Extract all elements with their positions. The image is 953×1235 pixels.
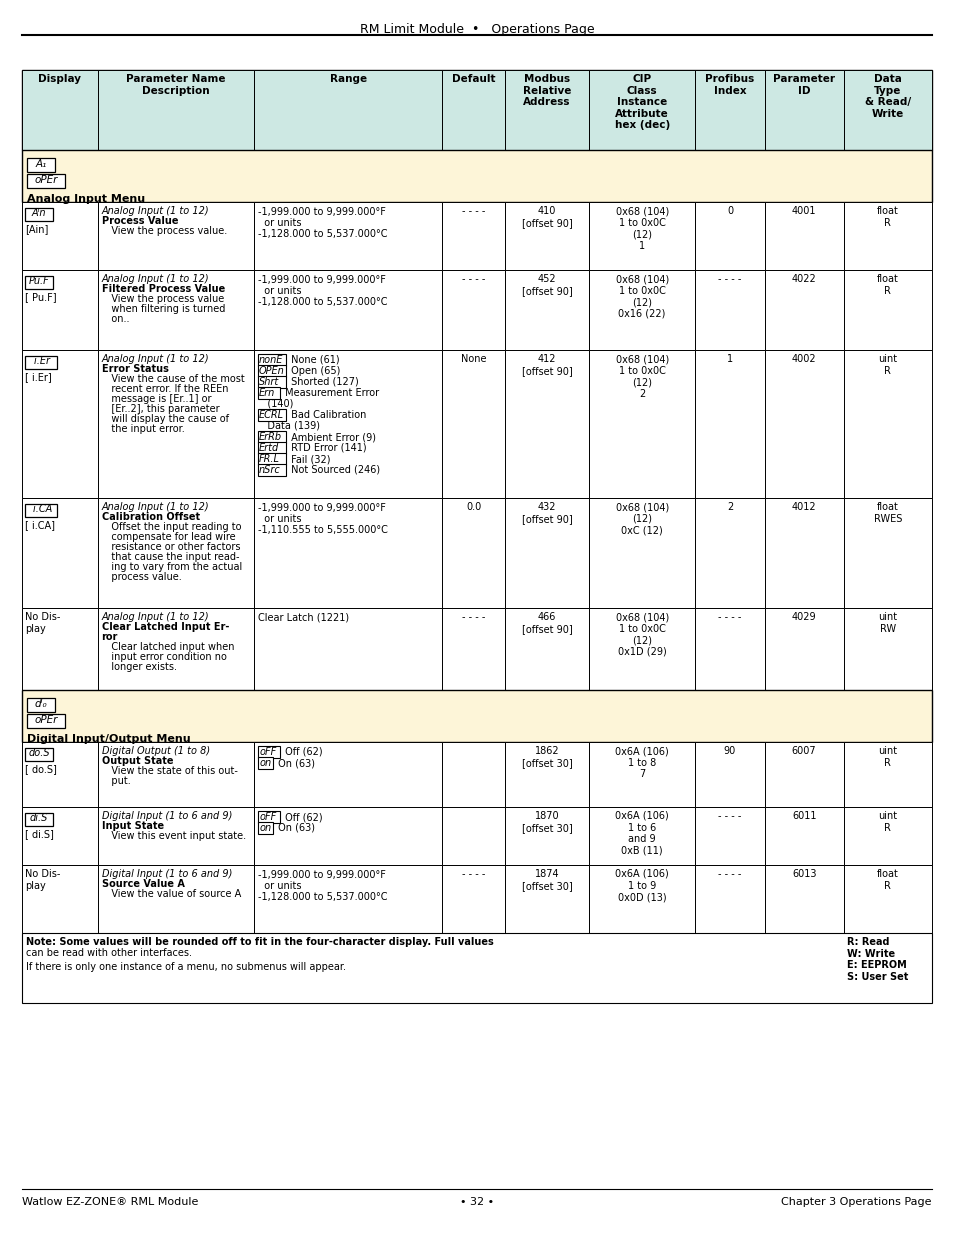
Bar — [695, 270, 763, 350]
Bar — [97, 864, 253, 932]
Text: oPEr: oPEr — [34, 715, 57, 725]
Text: process value.: process value. — [101, 572, 181, 582]
Text: 0x68 (104)
1 to 0x0C
(12)
0x16 (22): 0x68 (104) 1 to 0x0C (12) 0x16 (22) — [615, 274, 668, 319]
Text: 410
[offset 90]: 410 [offset 90] — [521, 206, 572, 227]
Bar — [842, 203, 931, 270]
Text: 0x68 (104)
1 to 0x0C
(12)
1: 0x68 (104) 1 to 0x0C (12) 1 — [615, 206, 668, 251]
Text: can be read with other interfaces.: can be read with other interfaces. — [26, 948, 192, 958]
Text: 0: 0 — [726, 206, 732, 216]
Bar — [588, 203, 695, 270]
Bar — [257, 409, 286, 421]
Bar — [695, 203, 763, 270]
Text: 4002: 4002 — [791, 354, 816, 364]
Text: i.CA: i.CA — [30, 504, 51, 514]
Text: recent error. If the REEn: recent error. If the REEn — [101, 384, 228, 394]
Bar — [97, 608, 253, 690]
Text: - - - -: - - - - — [461, 869, 485, 879]
Bar — [763, 498, 842, 608]
Bar — [442, 350, 505, 498]
Bar — [763, 350, 842, 498]
Text: ErRb: ErRb — [259, 432, 282, 442]
Text: Digital Input (1 to 6 and 9): Digital Input (1 to 6 and 9) — [101, 869, 232, 879]
Text: R: Read
W: Write
E: EEPROM
S: User Set: R: Read W: Write E: EEPROM S: User Set — [846, 937, 907, 982]
Text: Ambient Error (9): Ambient Error (9) — [288, 432, 375, 442]
Text: message is [Er..1] or: message is [Er..1] or — [101, 394, 211, 404]
Text: Analog Input (1 to 12): Analog Input (1 to 12) — [101, 501, 209, 513]
Text: Fail (32): Fail (32) — [288, 454, 330, 464]
Text: -1,999.000 to 9,999.000°F: -1,999.000 to 9,999.000°F — [257, 275, 386, 285]
Text: Data (139): Data (139) — [257, 421, 319, 431]
Text: - - - -: - - - - — [718, 613, 740, 622]
Bar — [257, 746, 279, 758]
Bar — [505, 742, 588, 806]
Text: 466
[offset 90]: 466 [offset 90] — [521, 613, 572, 634]
Bar — [22, 806, 97, 864]
Bar — [22, 203, 97, 270]
Text: View the process value: View the process value — [101, 294, 224, 304]
Text: On (63): On (63) — [274, 823, 314, 832]
Bar — [25, 748, 53, 761]
Text: 4022: 4022 — [791, 274, 816, 284]
Text: dⁱ₀: dⁱ₀ — [34, 699, 48, 709]
Bar — [842, 806, 931, 864]
Bar — [257, 366, 286, 377]
Text: Input State: Input State — [101, 821, 164, 831]
Text: [ do.S]: [ do.S] — [25, 764, 57, 774]
Text: Digital Output (1 to 8): Digital Output (1 to 8) — [101, 746, 210, 756]
Bar — [588, 270, 695, 350]
Text: 0x6A (106)
1 to 8
7: 0x6A (106) 1 to 8 7 — [615, 746, 668, 779]
Bar — [22, 932, 931, 1003]
Text: Data
Type
& Read/
Write: Data Type & Read/ Write — [864, 74, 910, 119]
Bar — [505, 270, 588, 350]
Text: float
RWES: float RWES — [873, 501, 902, 524]
Bar — [97, 806, 253, 864]
Bar — [257, 453, 286, 466]
Bar — [763, 270, 842, 350]
Text: RTD Error (141): RTD Error (141) — [288, 443, 366, 453]
Text: OPEn: OPEn — [259, 366, 285, 375]
Text: Display: Display — [38, 74, 81, 84]
Text: Analog Input (1 to 12): Analog Input (1 to 12) — [101, 274, 209, 284]
Text: when filtering is turned: when filtering is turned — [101, 304, 225, 314]
Text: uint
R: uint R — [878, 746, 897, 768]
Bar — [588, 864, 695, 932]
Text: Bad Calibration: Bad Calibration — [288, 410, 366, 420]
Text: Clear latched input when: Clear latched input when — [101, 642, 233, 652]
Text: oFF: oFF — [259, 747, 276, 757]
Text: or units: or units — [257, 219, 301, 228]
Bar — [22, 608, 97, 690]
Bar — [257, 823, 273, 834]
Bar — [442, 864, 505, 932]
Bar — [695, 806, 763, 864]
Text: on: on — [259, 758, 271, 768]
Bar — [842, 742, 931, 806]
Text: [ di.S]: [ di.S] — [25, 829, 53, 839]
Text: Measurement Error: Measurement Error — [281, 388, 378, 398]
Text: on: on — [259, 823, 271, 832]
Bar — [22, 742, 97, 806]
Bar — [27, 174, 65, 188]
Text: uint
R: uint R — [878, 354, 897, 375]
Bar — [22, 864, 97, 932]
Text: RM Limit Module  •   Operations Page: RM Limit Module • Operations Page — [359, 23, 594, 36]
Bar — [27, 158, 55, 172]
Bar — [97, 270, 253, 350]
Text: [ i.Er]: [ i.Er] — [25, 372, 51, 382]
Text: 90: 90 — [723, 746, 736, 756]
Bar — [253, 806, 442, 864]
Text: 0.0: 0.0 — [466, 501, 481, 513]
Bar — [442, 203, 505, 270]
Text: compensate for lead wire: compensate for lead wire — [101, 532, 234, 542]
Bar — [97, 70, 253, 149]
Bar — [588, 350, 695, 498]
Bar — [27, 714, 65, 727]
Bar — [505, 864, 588, 932]
Bar — [22, 149, 931, 203]
Bar — [22, 70, 97, 149]
Bar — [505, 70, 588, 149]
Text: -1,128.000 to 5,537.000°C: -1,128.000 to 5,537.000°C — [257, 892, 387, 902]
Bar — [588, 742, 695, 806]
Text: No Dis-
play: No Dis- play — [25, 613, 60, 634]
Bar — [695, 864, 763, 932]
Bar — [253, 350, 442, 498]
